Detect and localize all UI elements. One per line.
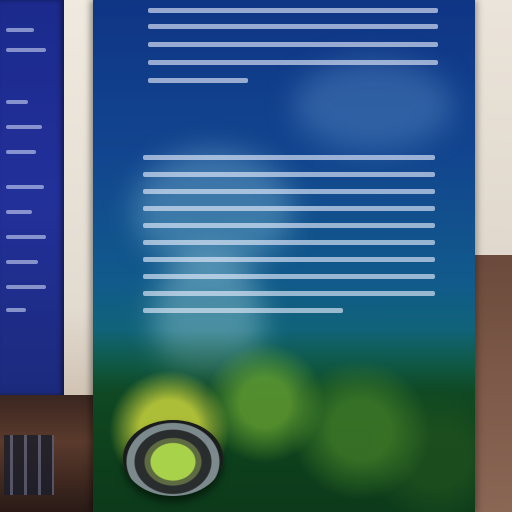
board-text-block bbox=[93, 0, 475, 340]
section-heading bbox=[143, 120, 263, 138]
left-board-text-line bbox=[6, 125, 42, 129]
left-board-text-line bbox=[6, 100, 28, 104]
text-line bbox=[143, 308, 343, 313]
main-display-board bbox=[93, 0, 475, 512]
left-board-text-line bbox=[6, 150, 36, 154]
text-line bbox=[148, 42, 438, 47]
text-line bbox=[148, 60, 438, 65]
text-line bbox=[143, 155, 435, 160]
text-line bbox=[143, 172, 435, 177]
left-board-text-line bbox=[6, 285, 46, 289]
left-board-text-line bbox=[6, 260, 38, 264]
text-line bbox=[143, 291, 435, 296]
left-board-text-line bbox=[6, 308, 26, 312]
left-board-text-line bbox=[6, 235, 46, 239]
text-line bbox=[143, 189, 435, 194]
left-board-text-line bbox=[6, 185, 44, 189]
text-line bbox=[143, 274, 435, 279]
wooden-cabinet bbox=[474, 255, 512, 512]
left-board-text-line bbox=[6, 28, 34, 32]
left-shelf bbox=[0, 395, 100, 512]
text-line bbox=[143, 206, 435, 211]
left-board-text-line bbox=[6, 48, 46, 52]
text-line bbox=[148, 24, 438, 29]
text-line bbox=[143, 223, 435, 228]
text-line bbox=[148, 8, 438, 13]
text-line bbox=[143, 240, 435, 245]
mist bbox=[293, 60, 453, 150]
left-display-board bbox=[0, 0, 64, 395]
crater-ring bbox=[123, 420, 223, 496]
shelf-objects bbox=[4, 435, 54, 495]
text-line bbox=[143, 257, 435, 262]
text-line bbox=[148, 78, 248, 83]
left-board-text-line bbox=[6, 210, 32, 214]
